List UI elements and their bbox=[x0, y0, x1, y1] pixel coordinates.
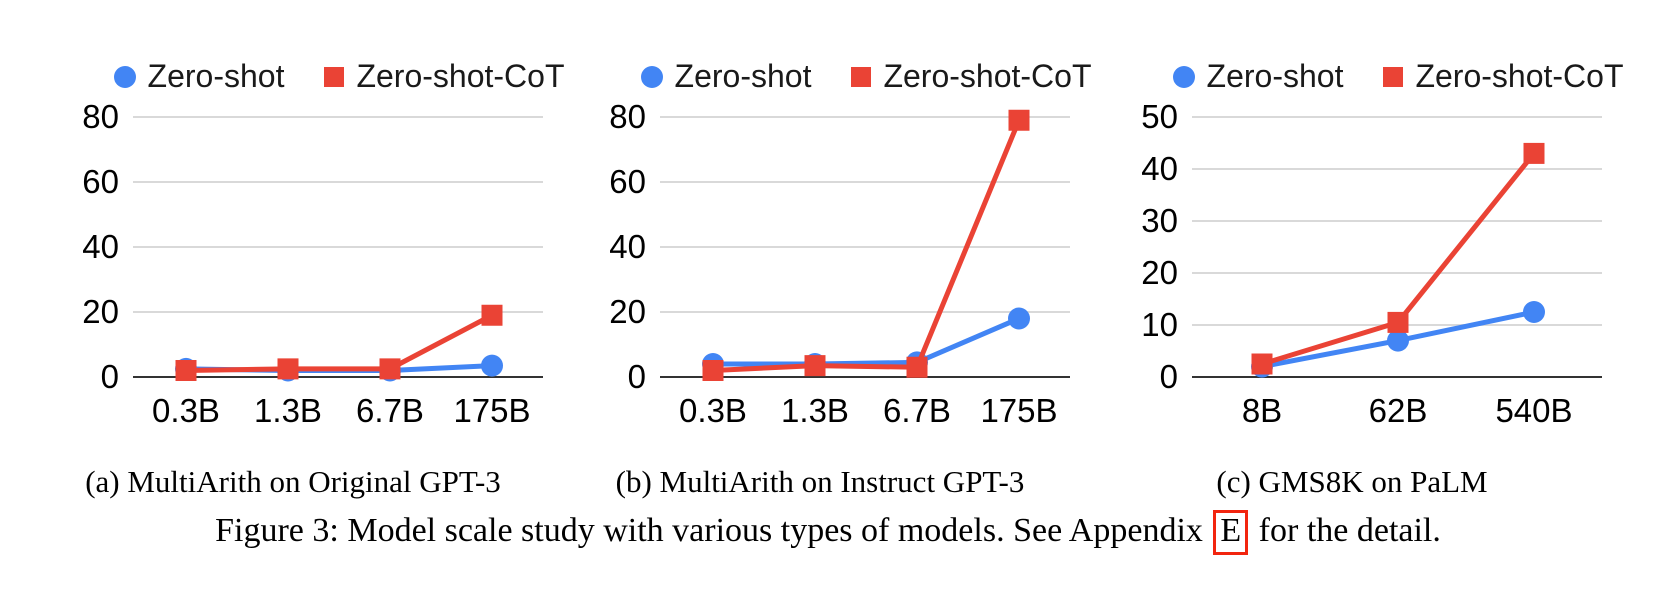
y-tick-label: 60 bbox=[609, 163, 646, 200]
legend-item-zero-shot: Zero-shot bbox=[640, 58, 812, 95]
series-line-zero-shot-cot bbox=[712, 119, 1022, 373]
chart-legend: Zero-shot Zero-shot-CoT bbox=[640, 58, 1092, 95]
legend-item-zero-shot: Zero-shot bbox=[113, 58, 285, 95]
chart-legend: Zero-shot Zero-shot-CoT bbox=[1172, 58, 1624, 95]
legend-label: Zero-shot-CoT bbox=[1415, 58, 1624, 94]
caption-text-suffix: for the detail. bbox=[1250, 512, 1441, 549]
y-tick-label: 10 bbox=[1141, 306, 1178, 343]
legend-label: Zero-shot bbox=[147, 58, 285, 94]
y-tick-label: 40 bbox=[82, 228, 119, 265]
x-tick-label: 0.3B bbox=[152, 392, 220, 429]
x-tick-label: 62B bbox=[1368, 392, 1428, 429]
y-tick-label: 80 bbox=[82, 98, 119, 135]
y-tick-label: 0 bbox=[1159, 358, 1178, 395]
y-tick-label: 20 bbox=[82, 293, 119, 330]
caption-text-prefix: Figure 3: Model scale study with various… bbox=[215, 512, 1212, 549]
legend-label: Zero-shot-CoT bbox=[883, 58, 1092, 94]
marker-zero-shot-cot-0-3b bbox=[702, 360, 724, 381]
y-tick-label: 50 bbox=[1141, 98, 1178, 135]
marker-zero-shot-cot-175b bbox=[481, 304, 503, 326]
circle-marker-icon bbox=[1172, 65, 1195, 88]
subcaption-b: (b) MultiArith on Instruct GPT-3 bbox=[615, 464, 1025, 499]
legend-item-zero-shot-cot: Zero-shot-CoT bbox=[324, 58, 565, 95]
y-tick-label: 0 bbox=[100, 358, 119, 395]
legend-item-zero-shot-cot: Zero-shot-CoT bbox=[1383, 58, 1624, 95]
y-tick-label: 80 bbox=[609, 98, 646, 135]
marker-zero-shot-175b bbox=[481, 354, 503, 377]
y-tick-label: 60 bbox=[82, 163, 119, 200]
square-marker-icon bbox=[324, 66, 345, 87]
x-tick-label: 0.3B bbox=[679, 392, 747, 429]
legend-item-zero-shot-cot: Zero-shot-CoT bbox=[851, 58, 1092, 95]
chart-canvas bbox=[1192, 116, 1602, 378]
chart-legend: Zero-shot Zero-shot-CoT bbox=[113, 58, 565, 95]
marker-zero-shot-cot-540b bbox=[1523, 142, 1545, 164]
y-tick-label: 40 bbox=[1141, 150, 1178, 187]
legend-item-zero-shot: Zero-shot bbox=[1172, 58, 1344, 95]
marker-zero-shot-cot-0-3b bbox=[175, 360, 197, 381]
x-tick-label: 175B bbox=[453, 392, 531, 429]
y-tick-label: 20 bbox=[609, 293, 646, 330]
x-tick-label: 6.7B bbox=[883, 392, 951, 429]
x-tick-label: 540B bbox=[1495, 392, 1573, 429]
legend-label: Zero-shot bbox=[1206, 58, 1344, 94]
legend-label: Zero-shot-CoT bbox=[356, 58, 565, 94]
x-tick-label: 1.3B bbox=[254, 392, 322, 429]
marker-zero-shot-cot-1-3b bbox=[804, 355, 826, 377]
marker-zero-shot-175b bbox=[1008, 307, 1030, 330]
x-tick-label: 1.3B bbox=[781, 392, 849, 429]
y-tick-label: 0 bbox=[627, 358, 646, 395]
subcaption-c: (c) GMS8K on PaLM bbox=[1216, 464, 1488, 499]
circle-marker-icon bbox=[640, 65, 663, 88]
x-tick-label: 6.7B bbox=[356, 392, 424, 429]
chart-multiarith-instruct-gpt3: 0 20 40 60 80 0.3B 1.3B 6.7B 175B Zero-shot Zero-s… bbox=[562, 32, 1092, 464]
marker-zero-shot-cot-175b bbox=[1008, 109, 1030, 131]
x-tick-label: 175B bbox=[980, 392, 1058, 429]
x-tick-label: 8B bbox=[1241, 392, 1283, 429]
marker-zero-shot-62b bbox=[1387, 329, 1409, 352]
marker-zero-shot-cot-1-3b bbox=[277, 358, 299, 380]
chart-canvas bbox=[660, 109, 1070, 381]
marker-zero-shot-540b bbox=[1523, 301, 1545, 323]
appendix-ref-link[interactable]: E bbox=[1213, 510, 1249, 555]
marker-zero-shot-cot-6-7b bbox=[906, 356, 928, 378]
y-tick-label: 40 bbox=[609, 228, 646, 265]
series-line-zero-shot-cot bbox=[185, 313, 494, 373]
y-tick-label: 20 bbox=[1141, 254, 1178, 291]
figure-caption: Figure 3: Model scale study with various… bbox=[0, 510, 1656, 555]
series-line-zero-shot bbox=[713, 316, 1020, 367]
square-marker-icon bbox=[1383, 66, 1404, 87]
chart-multiarith-original-gpt3: 0 20 40 60 80 0.3B 1.3B 6.7B 175B Zero-shot Zero-s… bbox=[35, 32, 565, 464]
subcaption-a: (a) MultiArith on Original GPT-3 bbox=[85, 464, 501, 499]
marker-zero-shot-cot-6-7b bbox=[379, 358, 401, 380]
chart-gms8k-palm: 0 10 20 30 40 50 8B 62B 540B Zero-shot Zero-shot-C… bbox=[1094, 32, 1624, 464]
marker-zero-shot-cot-62b bbox=[1387, 311, 1409, 333]
y-tick-label: 30 bbox=[1141, 202, 1178, 239]
chart-canvas bbox=[133, 116, 543, 382]
circle-marker-icon bbox=[113, 65, 136, 88]
square-marker-icon bbox=[851, 66, 872, 87]
legend-label: Zero-shot bbox=[674, 58, 812, 94]
marker-zero-shot-cot-8b bbox=[1251, 353, 1273, 375]
